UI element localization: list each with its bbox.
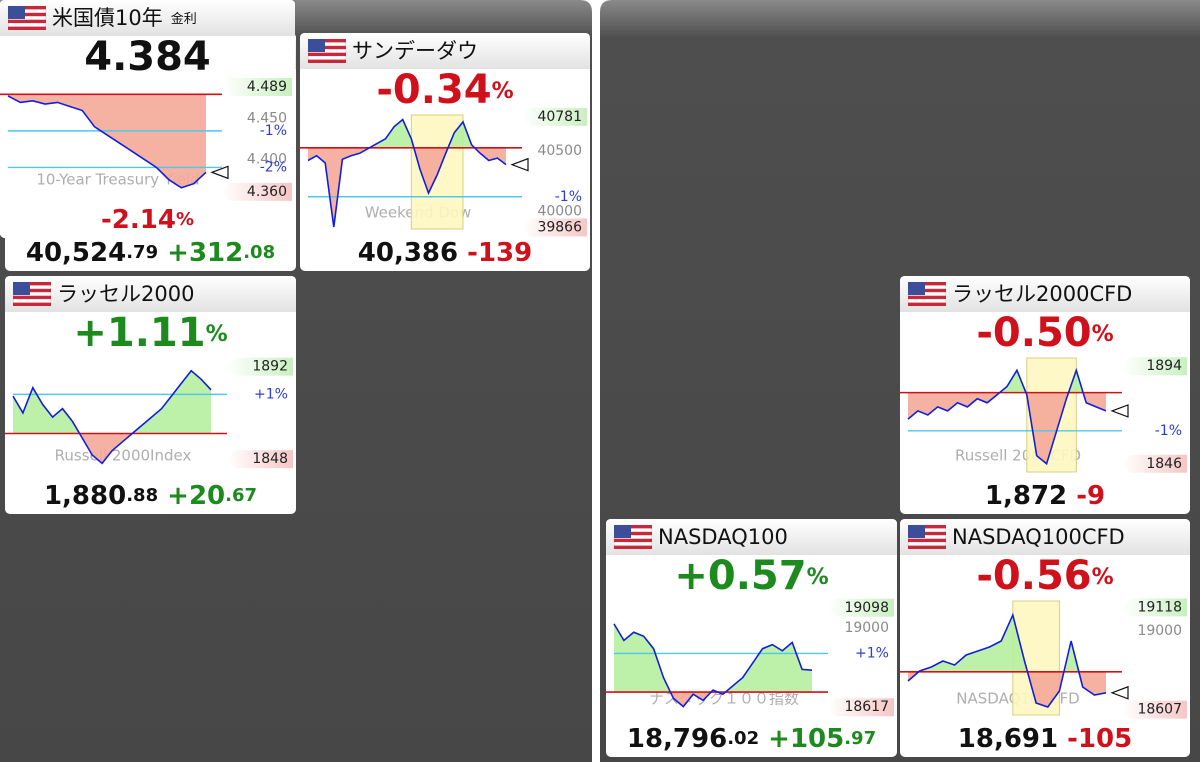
panel-title: NASDAQ100CFD: [952, 525, 1125, 549]
panel-header: [900, 276, 1190, 312]
low-box: [828, 698, 894, 717]
level-label: -2%: [260, 159, 287, 175]
high-box: [227, 357, 293, 376]
change-text: 4.384: [84, 34, 211, 80]
area-fill: [79, 433, 133, 464]
panel: NASDAQ100CFDNASDAQ100CFD191181900018607-…: [900, 519, 1190, 757]
level-label: 1848: [252, 451, 288, 467]
high-box: [828, 598, 894, 617]
panel-header: [900, 519, 1190, 555]
level-label: 40781: [537, 109, 582, 125]
panel: NASDAQ100ナスダック１００指数1909819000+1%18617+0.…: [606, 519, 897, 757]
panel: 米国債10年 金利 10-Year Treasury Yield 4.489 4.450…: [0, 0, 295, 238]
area-fill: [670, 692, 726, 707]
area-fill: [8, 94, 206, 188]
area-fill: [908, 671, 1106, 707]
price-line: [907, 367, 1107, 466]
level-label: 18607: [1137, 702, 1182, 718]
high-box: [222, 77, 292, 96]
level-label: 4.450: [247, 111, 287, 127]
panel-title: NASDAQ100: [658, 525, 788, 549]
high-box: [1122, 598, 1187, 617]
level-label: 1894: [1146, 358, 1182, 374]
price-line: [613, 623, 813, 708]
end-arrow: [1110, 404, 1129, 418]
price-text: 1,880.88 +20.67: [44, 481, 257, 511]
level-label: 18617: [844, 699, 889, 715]
panel-title: 米国債10年 金利: [52, 6, 197, 30]
end-arrow: [1110, 685, 1129, 700]
area-fill: [614, 623, 812, 693]
panel-header: [300, 33, 590, 69]
level-label: 39866: [537, 219, 582, 235]
level-label: 4.360: [247, 184, 287, 200]
price-line: [907, 612, 1107, 708]
panel-title: サンデーダウ: [352, 39, 478, 63]
price-text: 40,524.79 +312.08: [26, 238, 275, 268]
level-label: 19000: [1137, 623, 1182, 639]
panel-header: [606, 519, 897, 555]
low-box: [522, 218, 587, 237]
price-text: 1,872 -9: [985, 481, 1105, 511]
change-text: -0.56%: [976, 553, 1113, 599]
flag-icon: [308, 39, 346, 63]
end-arrow: [210, 165, 229, 180]
flag-icon: [13, 282, 51, 306]
price-text: -2.14%: [101, 205, 194, 235]
panel: ラッセル2000 Russell 2000Index 1892 +1% 1848 +1.1…: [5, 276, 296, 514]
level-label: +1%: [855, 645, 889, 661]
level-label: 40000: [537, 203, 582, 219]
level-label: 1892: [252, 359, 288, 375]
low-box: [1122, 700, 1187, 719]
change-text: +0.57%: [674, 553, 828, 599]
level-label: -1%: [1155, 423, 1182, 439]
panel-title: ラッセル2000: [57, 282, 194, 306]
low-box: [222, 182, 292, 201]
high-box: [1122, 357, 1187, 376]
change-text: -0.34%: [376, 67, 513, 113]
panel-title: ラッセル2000CFD: [952, 282, 1132, 306]
level-label: 19118: [1137, 599, 1182, 615]
flag-icon: [614, 525, 652, 549]
flag-icon: [908, 282, 946, 306]
area-fill: [308, 147, 506, 227]
level-label: -1%: [555, 189, 582, 205]
price-text: 40,386 -139: [358, 238, 532, 268]
level-label: 19000: [844, 620, 889, 636]
high-box: [522, 107, 587, 126]
flag-icon: [8, 6, 46, 30]
change-text: +1.11%: [73, 310, 227, 356]
level-label: +1%: [254, 386, 288, 402]
price-text: 18,691 -105: [958, 724, 1132, 754]
level-label: 4.400: [247, 151, 287, 167]
flag-icon: [908, 525, 946, 549]
area-fill: [908, 370, 1106, 393]
level-label: 40500: [537, 143, 582, 159]
panel-header: [5, 276, 296, 312]
price-line: [12, 369, 212, 465]
panel-header: [0, 0, 295, 36]
price-line: [7, 95, 207, 189]
low-box: [1122, 454, 1187, 473]
level-label: 19098: [844, 600, 889, 616]
level-label: 1846: [1146, 456, 1182, 472]
low-box: [227, 450, 293, 469]
level-label: -1%: [260, 123, 287, 139]
level-label: 4.489: [247, 79, 287, 95]
area-fill: [908, 392, 1106, 464]
area-fill: [13, 370, 211, 434]
area-fill: [908, 615, 1106, 672]
watermark: Russell 2000Index: [55, 447, 192, 465]
price-line: [307, 118, 507, 228]
area-fill: [369, 119, 475, 148]
change-text: -0.50%: [976, 310, 1113, 356]
end-arrow: [510, 157, 529, 172]
price-text: 18,796.02 +105.97: [627, 724, 876, 754]
watermark: 10-Year Treasury Yield: [36, 171, 199, 189]
